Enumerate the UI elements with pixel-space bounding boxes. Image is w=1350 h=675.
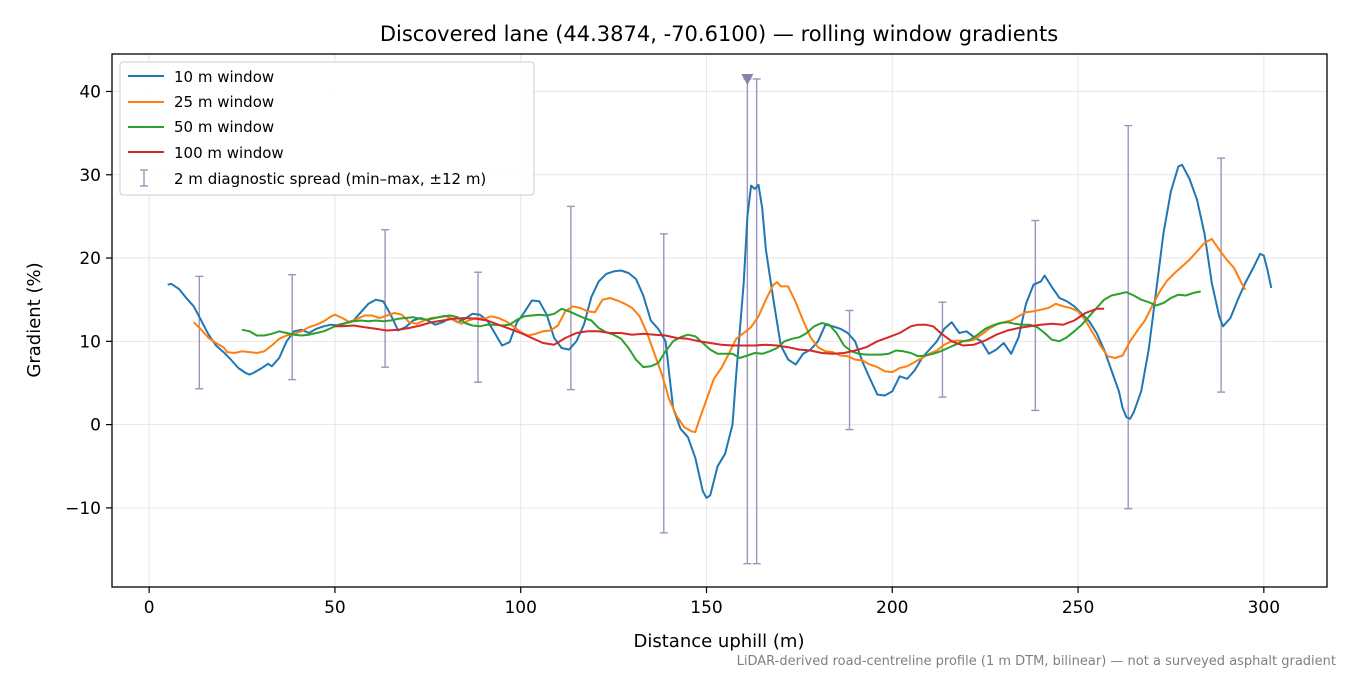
chart-title: Discovered lane (44.3874, -70.6100) — ro…: [380, 22, 1058, 46]
x-tick-label: 200: [876, 598, 908, 618]
spread-bar: [1217, 157, 1226, 393]
spread-bar: [752, 78, 761, 565]
y-axis-label: Gradient (%): [24, 262, 45, 377]
legend-label-25m: 25 m window: [174, 93, 274, 111]
series-line: [241, 290, 1201, 369]
x-tick-label: 100: [504, 598, 536, 618]
axis-ticks: 0 50 100 150 200 250 300 −10 0 10 20 30 40: [65, 82, 1280, 618]
spread-bar: [195, 275, 204, 390]
series-lines: [167, 163, 1273, 499]
legend-swatch-spread: [140, 169, 148, 187]
legend-label-100m: 100 m window: [174, 144, 284, 162]
series-line: [192, 237, 1247, 434]
legend-label-50m: 50 m window: [174, 118, 274, 136]
x-tick-label: 0: [144, 598, 155, 618]
y-tick-label: 30: [79, 166, 101, 186]
spread-bar: [1031, 219, 1040, 412]
x-tick-label: 150: [690, 598, 722, 618]
series-line: [167, 163, 1273, 499]
x-tick-label: 250: [1062, 598, 1094, 618]
y-tick-label: 10: [79, 332, 101, 352]
spread-bar: [743, 78, 752, 565]
spread-bar: [288, 273, 297, 381]
series-line: [334, 307, 1105, 355]
x-tick-label: 300: [1248, 598, 1280, 618]
plot-frame: [111, 53, 1328, 588]
y-tick-label: 0: [90, 416, 101, 436]
y-tick-label: 40: [79, 82, 101, 102]
y-tick-label: 20: [79, 249, 101, 269]
spread-bar: [473, 271, 482, 383]
spread-bar: [845, 309, 854, 431]
legend-box: [119, 61, 535, 196]
legend-label-spread: 2 m diagnostic spread (min–max, ±12 m): [174, 170, 486, 188]
spread-bar: [1124, 124, 1133, 510]
legend: 10 m window 25 m window 50 m window 100 …: [119, 61, 535, 196]
clip-marker: [741, 73, 754, 85]
spread-bars: [195, 73, 1226, 565]
footnote: LiDAR-derived road-centreline profile (1…: [737, 654, 1336, 669]
spread-bar: [381, 229, 390, 368]
x-axis-label: Distance uphill (m): [634, 631, 805, 652]
x-tick-label: 50: [324, 598, 346, 618]
y-tick-label: −10: [65, 499, 101, 519]
spread-bar: [566, 205, 575, 391]
legend-label-10m: 10 m window: [174, 68, 274, 86]
